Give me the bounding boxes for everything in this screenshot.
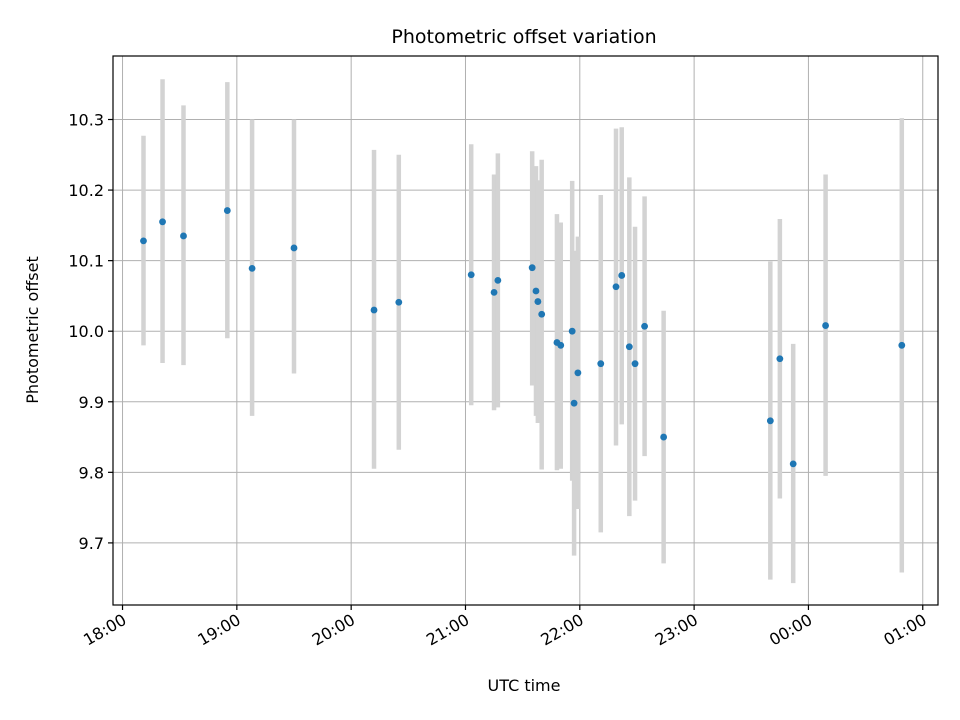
y-tick-label: 10.1 (68, 252, 104, 271)
data-point (532, 287, 540, 295)
data-point (612, 283, 620, 291)
data-point (159, 218, 166, 226)
y-tick-label: 10.2 (68, 181, 104, 200)
y-tick-label: 9.7 (79, 534, 104, 553)
y-tick-label: 9.8 (79, 463, 104, 482)
data-point (140, 237, 147, 245)
x-axis-label: UTC time (488, 676, 561, 695)
data-point (641, 322, 648, 330)
y-tick-label: 10.3 (68, 111, 104, 130)
data-point (290, 244, 298, 252)
data-point (660, 433, 668, 441)
data-point (822, 322, 829, 329)
data-point (248, 265, 256, 272)
y-axis-label: Photometric offset (23, 256, 42, 404)
x-axis-ticks: 18:00 19:00 20:00 21:00 22:00 23:00 00:00 01:00 (80, 605, 930, 650)
x-tick-label: 18:00 (80, 610, 129, 650)
data-point (528, 264, 536, 272)
x-tick-label: 19:00 (194, 610, 243, 650)
x-tick-label: 22:00 (537, 610, 586, 650)
data-point (538, 310, 546, 318)
data-point (223, 207, 231, 214)
data-point (597, 360, 605, 368)
data-point (766, 417, 774, 425)
x-tick-label: 00:00 (766, 610, 815, 650)
data-point (625, 343, 633, 351)
data-point (490, 288, 498, 296)
x-tick-label: 20:00 (309, 610, 358, 650)
data-point (570, 399, 578, 407)
y-tick-label: 9.9 (79, 393, 104, 412)
data-point (494, 276, 502, 284)
chart-title: Photometric offset variation (391, 26, 656, 48)
data-point (395, 298, 403, 306)
data-point (180, 232, 187, 240)
y-axis-ticks: 9.7 9.8 9.9 10.0 10.1 10.2 10.3 (68, 111, 113, 553)
plot-frame (112, 55, 939, 606)
data-point (467, 271, 475, 279)
x-tick-label: 01:00 (880, 610, 929, 650)
data-point (631, 360, 639, 368)
x-tick-label: 21:00 (423, 610, 472, 650)
data-point (370, 306, 378, 314)
data-point (776, 355, 784, 363)
data-point (574, 369, 582, 377)
grid-lines (113, 56, 938, 605)
data-point (618, 272, 626, 279)
data-point (789, 460, 797, 468)
data-point (568, 327, 576, 335)
data-points (140, 207, 906, 468)
x-tick-label: 23:00 (652, 610, 701, 650)
data-point (534, 298, 542, 305)
y-tick-label: 10.0 (68, 322, 104, 341)
data-point (898, 341, 906, 349)
data-point (557, 341, 565, 349)
